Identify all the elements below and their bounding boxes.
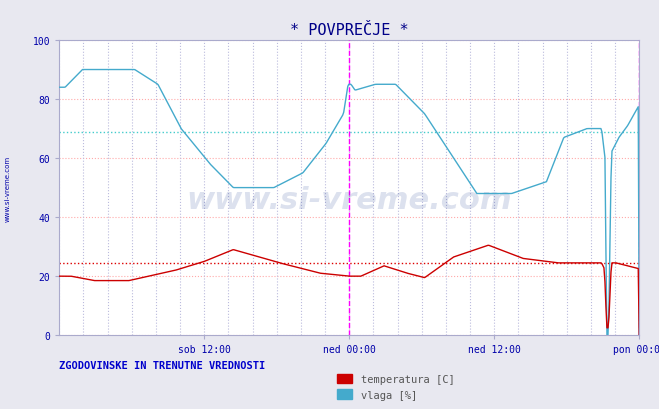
Text: www.si-vreme.com: www.si-vreme.com <box>186 185 512 214</box>
Text: www.si-vreme.com: www.si-vreme.com <box>5 155 11 221</box>
Title: * POVPREČJE *: * POVPREČJE * <box>290 23 409 38</box>
Text: ZGODOVINSKE IN TRENUTNE VREDNOSTI: ZGODOVINSKE IN TRENUTNE VREDNOSTI <box>59 360 266 370</box>
Legend: temperatura [C], vlaga [%]: temperatura [C], vlaga [%] <box>332 370 459 404</box>
